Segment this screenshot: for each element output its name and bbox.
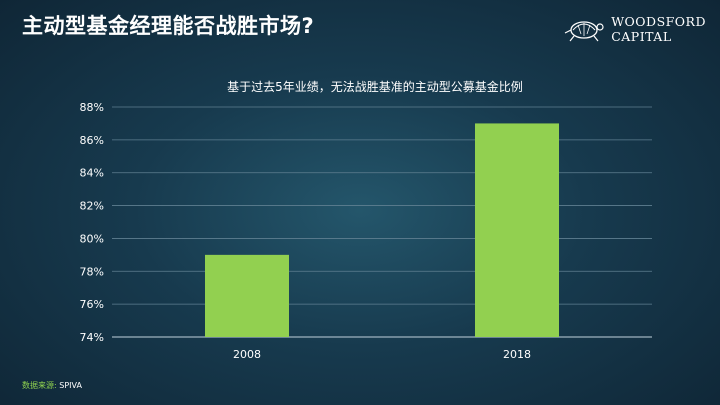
- y-tick-label: 88%: [80, 101, 104, 114]
- y-tick-label: 78%: [80, 265, 104, 278]
- company-logo: WOODSFORD CAPITAL: [561, 14, 706, 44]
- bar-2008: [205, 254, 289, 337]
- logo-text-line2: CAPITAL: [611, 29, 672, 44]
- chart-title: 基于过去5年业绩，无法战胜基准的主动型公募基金比例: [227, 79, 523, 94]
- y-tick-label: 76%: [80, 298, 104, 311]
- logo-text-line1: WOODSFORD: [611, 14, 706, 29]
- y-tick-label: 86%: [80, 134, 104, 147]
- slide-title: 主动型基金经理能否战胜市场?: [22, 14, 315, 38]
- x-axis-ticks: 2008 2018: [233, 348, 531, 361]
- source-note: 数据来源: SPIVA: [22, 380, 82, 391]
- bars: [205, 123, 559, 337]
- bar-2018: [475, 123, 559, 337]
- source-value: SPIVA: [59, 381, 82, 390]
- y-tick-label: 80%: [80, 232, 104, 245]
- y-tick-label: 74%: [80, 331, 104, 344]
- gridlines: [112, 106, 652, 338]
- x-tick-label: 2018: [503, 348, 531, 361]
- y-tick-label: 82%: [80, 200, 104, 213]
- y-tick-label: 84%: [80, 167, 104, 180]
- x-tick-label: 2008: [233, 348, 261, 361]
- y-axis-ticks: 74% 76% 78% 80% 82% 84% 86% 88%: [80, 101, 104, 344]
- turtle-icon: [564, 21, 604, 42]
- source-label: 数据来源:: [22, 381, 57, 390]
